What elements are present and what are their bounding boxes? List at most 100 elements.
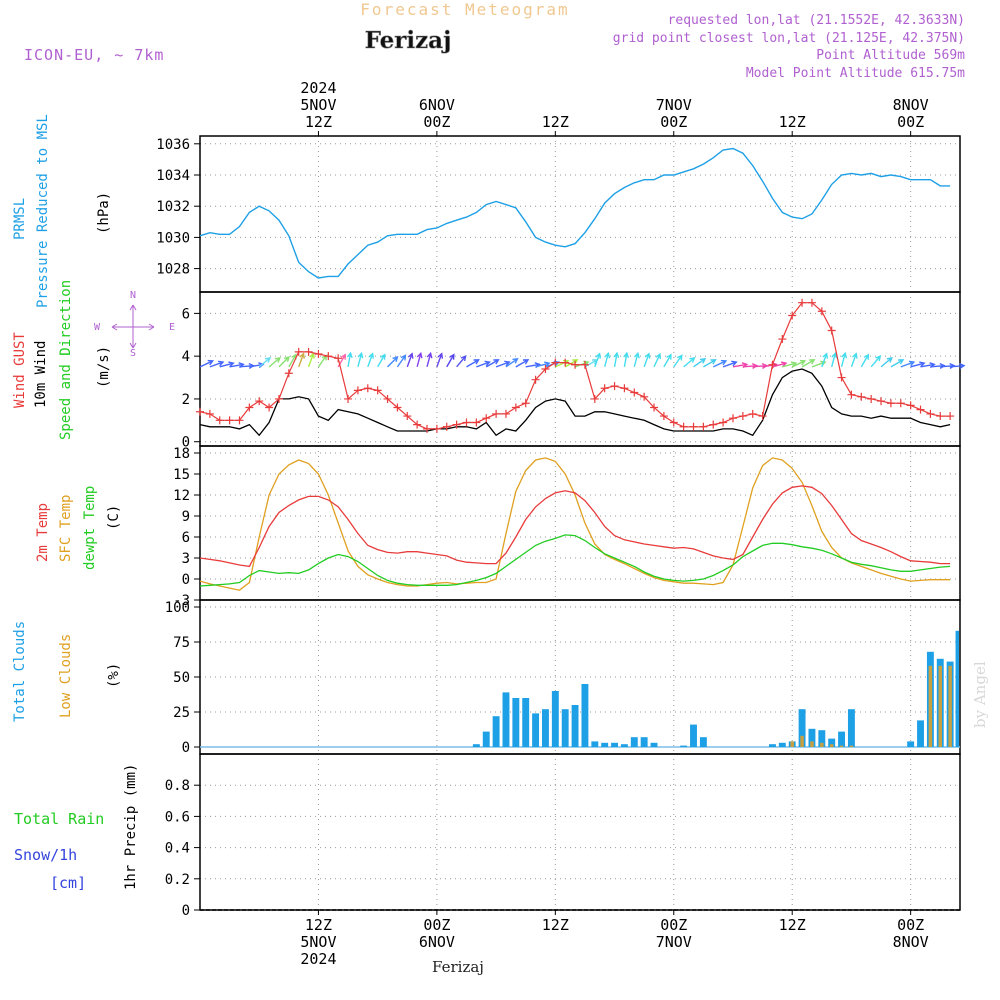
gust-marker [383,394,392,403]
wind-arrow-head [504,360,511,367]
grid-point-coords: grid point closest lon,lat (21.125E, 42.… [613,31,965,46]
gust-marker [620,384,629,393]
gust-marker [679,422,688,431]
wind-arrow [436,353,443,368]
wind-arrow-head [217,360,225,367]
wind-label: 10m Wind [33,341,49,408]
y-tick-label: 50 [173,670,190,686]
wind-arrow [268,357,281,368]
y-tick-label: 1036 [156,137,190,153]
wind-arrow-head [346,351,353,359]
y-tick-label: 0 [182,903,190,919]
wind-arrow [870,355,881,368]
pressure-label-b: Pressure Reduced to MSL [35,114,51,308]
top-time-label: 8NOV [893,96,929,114]
y-tick-label: 0.6 [165,809,190,825]
gust-marker [827,326,836,335]
low-cloud-bar [790,741,794,747]
top-time-label: 12Z [305,113,332,131]
gust-marker [659,412,668,421]
y-tick-label: 2 [182,392,190,408]
panel-pressure: 1028 1030 1032 1034 1036 [156,135,961,293]
wind-arrow [880,357,893,368]
gust-marker [817,307,826,316]
wind-arrow [485,359,499,368]
gust-marker [511,403,520,412]
wind-arrow-head [666,353,672,360]
gust-marker [837,373,846,382]
bottom-time-label: 12Z [779,916,806,934]
wind-arrow [307,353,315,368]
bottom-time-label: 2024 [300,950,336,968]
total-cloud-bar [828,738,836,747]
gust-marker [324,352,333,361]
bottom-time-label: 00Z [897,916,924,934]
wind-arrow [456,355,467,368]
gust-marker [580,360,589,369]
wind-arrow [505,358,518,368]
bottom-time-label: 5NOV [300,933,336,951]
wind-arrow [791,360,806,368]
wind-arrow-head [710,359,717,365]
wind-arrow-head [228,361,235,368]
gust-marker [274,394,283,403]
wind-arrow-head [676,354,683,361]
low-cloud-bar [849,745,854,747]
total-cloud-bar [551,691,559,747]
wind-arrow [288,354,297,368]
wind-arrow-head [939,362,946,369]
wind-arrow-head [799,359,807,366]
bottom-time-label: 8NOV [893,933,929,951]
y-tick-label: 0.4 [165,841,190,857]
wind-arrow-head [473,359,480,365]
wind-arrow-head [751,362,759,369]
wind-arrow-head [949,362,956,369]
temp-unit: (C) [106,505,122,530]
wind-arrow [515,359,529,368]
wind-arrow-head [207,359,215,366]
gust-marker [225,416,234,425]
gust-marker [403,412,412,421]
panel-precipitation: 0 0.2 0.4 0.6 0.8 [165,753,961,919]
sfc-temp-line [199,457,951,591]
compass-e: E [169,322,175,333]
gust-marker [531,375,540,384]
panel-frame [199,753,961,911]
wind-arrow-head [699,357,707,364]
gust-marker [363,384,372,393]
low-cloud-bar [938,665,942,747]
wind-arrow-head [449,353,455,360]
wind-arrow [801,359,815,368]
wind-arrow [693,358,706,368]
panel-wind: 0 2 4 6 [182,291,966,451]
gust-marker [393,403,402,412]
gust-marker [442,422,451,431]
wind-arrow-head [299,352,305,359]
total-cloud-bar [571,705,579,747]
low-cloud-bar [928,665,933,747]
wind-arrow-head [544,361,551,368]
model-label: ICON-EU, ~ 7km [24,46,164,64]
wind-arrow [821,353,828,368]
wind-arrow-head [780,361,788,368]
gust-marker [916,405,925,414]
wind-arrow [831,353,836,368]
y-tick-label: 6 [182,530,190,546]
gust-marker [521,399,530,408]
pressure-unit: (hPa) [96,192,112,234]
total-cloud-bar [650,742,658,747]
total-cloud-bar [778,742,786,747]
total-cloud-bar [611,742,618,747]
gust-marker [353,386,362,395]
gust-marker [758,412,767,421]
wind-arrow-head [368,352,374,359]
sfc-label: SFC Temp [58,495,74,562]
wind-arrow-head [841,351,848,359]
wind-arrow [406,353,413,368]
location-title: Ferizaj [365,27,452,54]
wind-arrow [742,364,757,368]
wind-arrow [317,354,328,368]
wind-dir-label: Speed and Direction [58,280,74,440]
y-tick-label: 4 [182,349,190,365]
